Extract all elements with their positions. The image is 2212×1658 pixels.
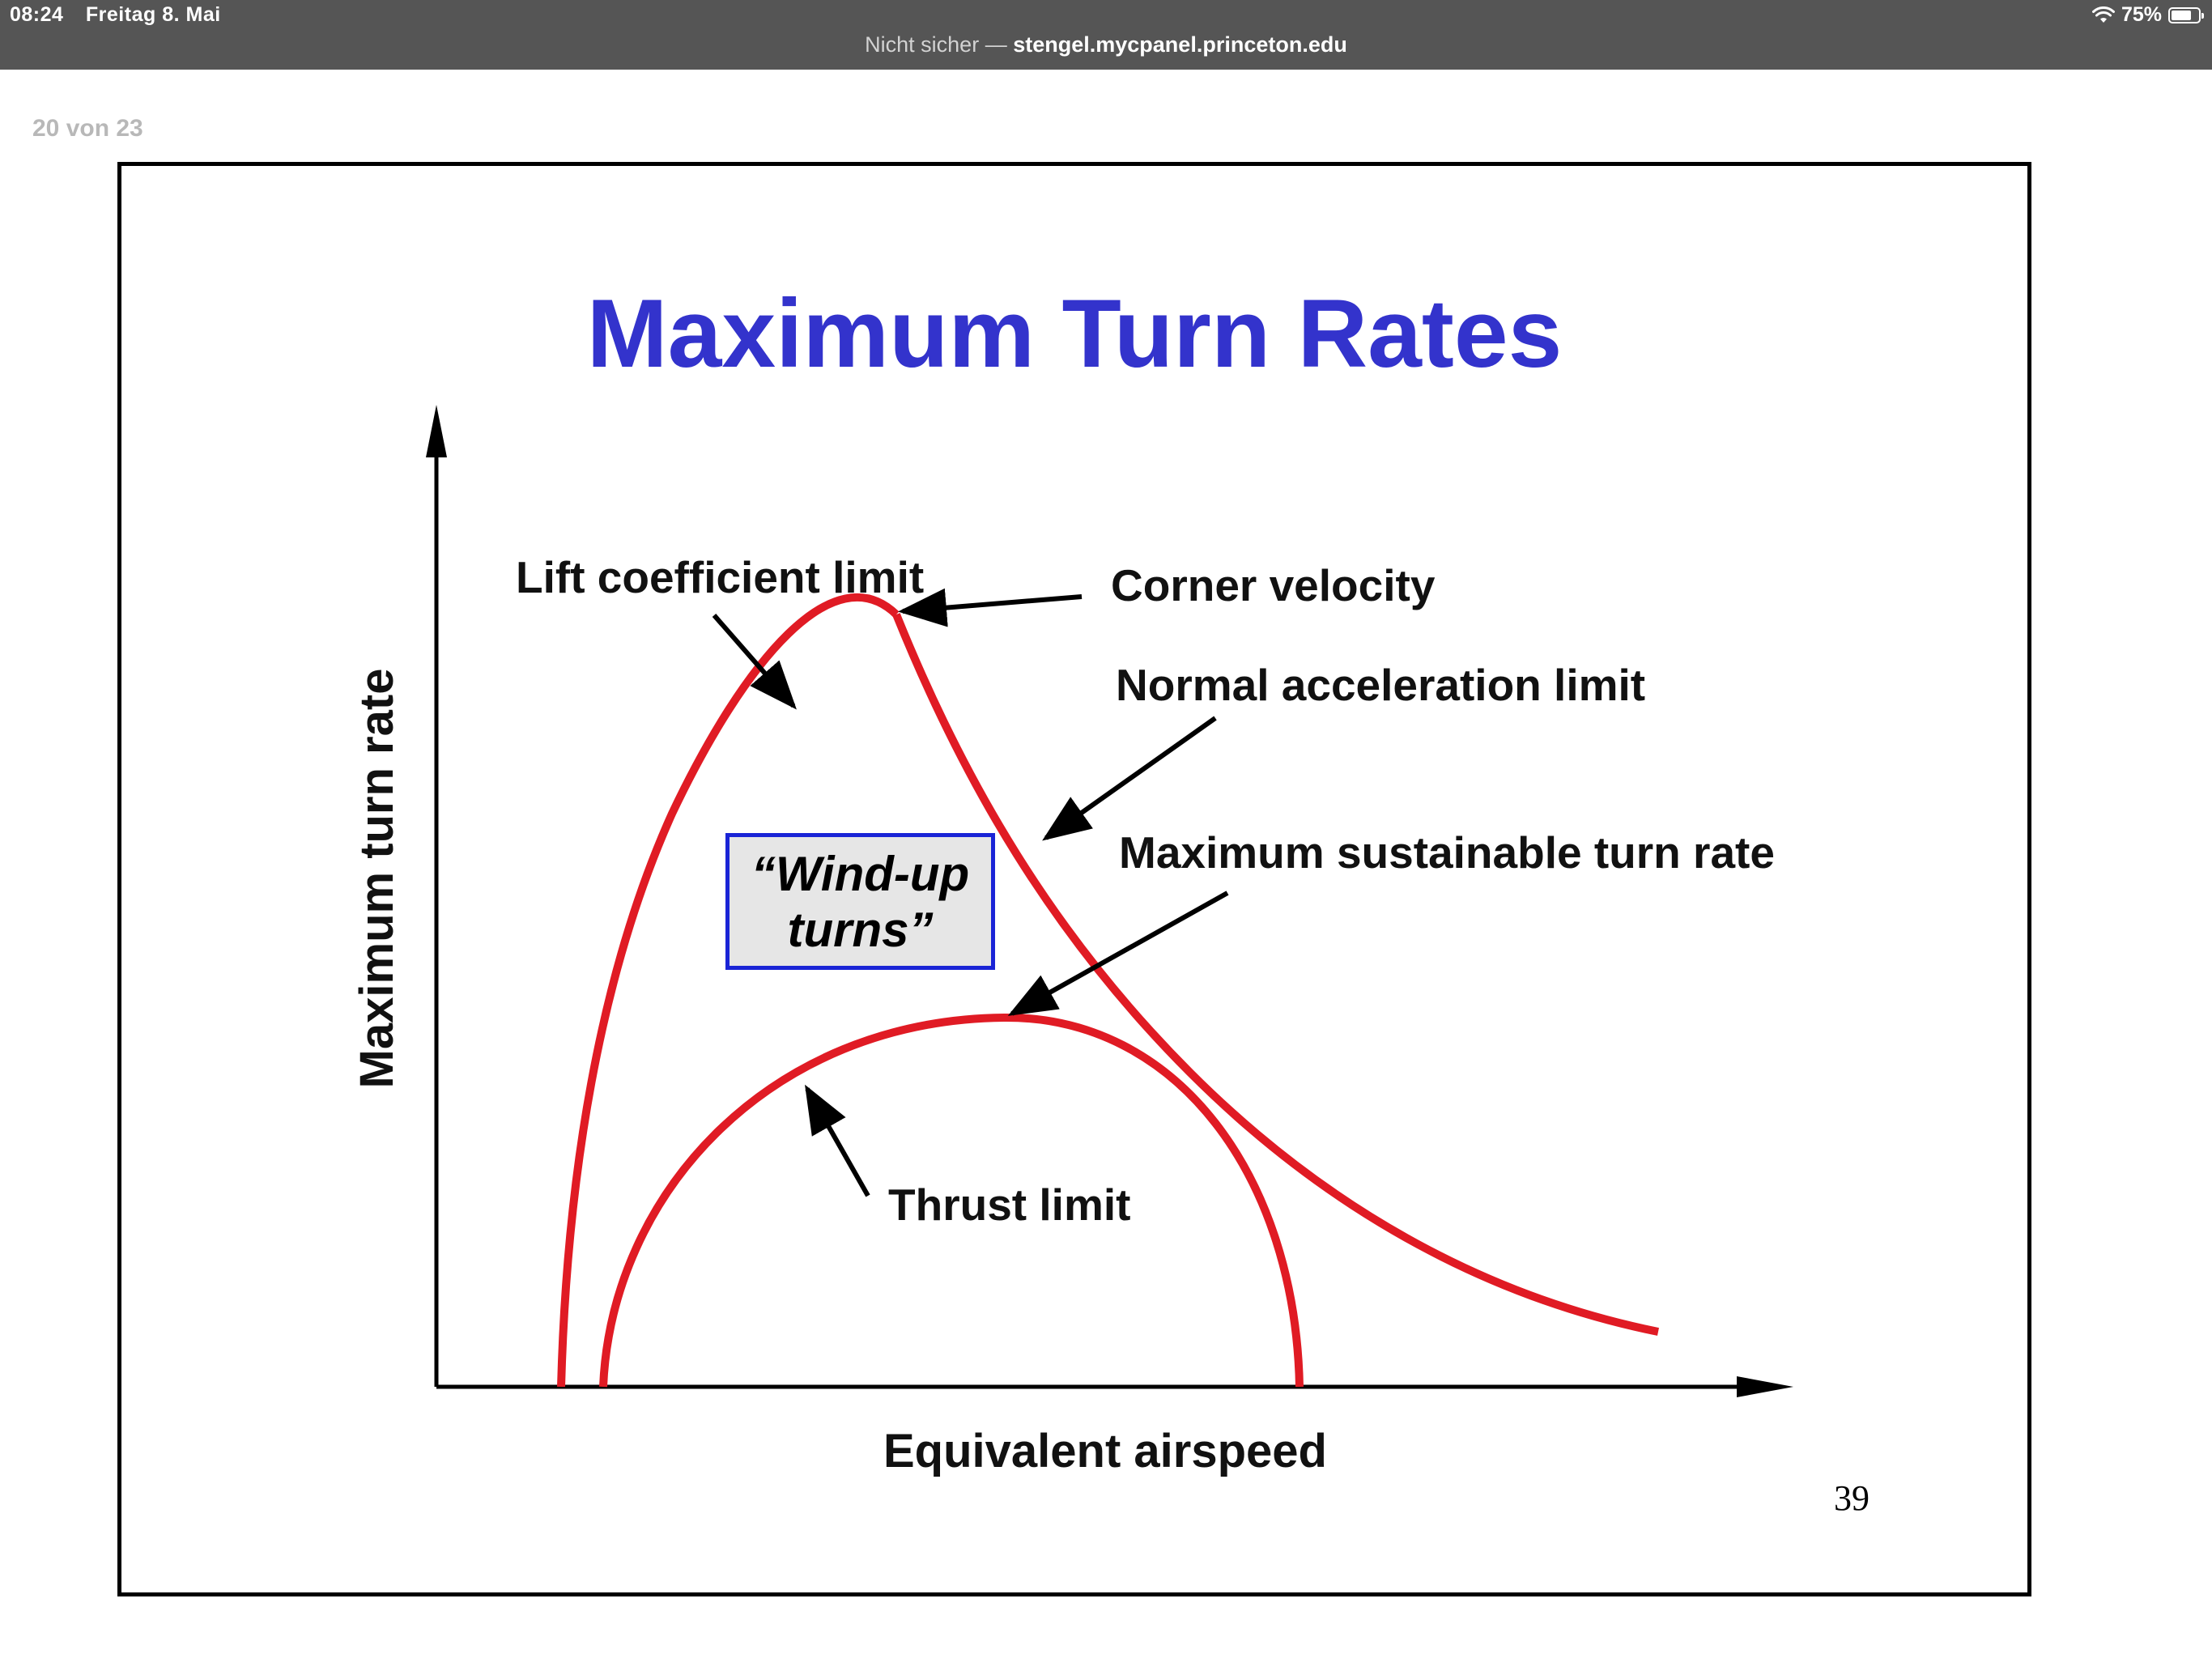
x-axis-arrowhead [1737,1376,1793,1397]
x-axis-label: Equivalent airspeed [883,1425,1327,1477]
battery-nub [2201,12,2204,19]
battery-icon [2168,6,2204,23]
page-counter: 20 von 23 [32,115,143,142]
corner-velocity-arrow [898,588,1083,627]
normal-acceleration-arrow [1042,716,1217,841]
lift-limit-arrow [712,614,797,710]
battery-percentage: 75% [2121,3,2162,26]
y-axis-label: Maximum turn rate [351,669,403,1089]
wifi-icon [2091,6,2115,23]
lift-coefficient-curve [557,593,900,1388]
max-sustainable-arrow [1007,891,1229,1016]
address-bar[interactable]: Nicht sicher — stengel.mycpanel.princeto… [0,32,2212,57]
corner-velocity-label: Corner velocity [1111,560,1436,610]
normal-acceleration-curve [892,613,1659,1336]
url-separator: — [985,32,1007,57]
max-sustainable-label: Maximum sustainable turn rate [1119,827,1775,878]
thrust-limit-curve [599,1013,1304,1388]
normal-acceleration-label: Normal acceleration limit [1116,660,1645,710]
status-date: Freitag 8. Mai [85,3,221,26]
slide-page-number: 39 [1834,1478,1870,1518]
insecure-label: Nicht sicher [865,32,980,57]
url-host: stengel.mycpanel.princeton.edu [1013,32,1347,57]
status-time: 08:24 [10,3,64,26]
windup-turns-box: “Wind-up turns” [725,833,995,970]
slide-title: Maximum Turn Rates [586,279,1563,388]
status-bar: 08:24 Freitag 8. Mai 75% Nicht sicher — … [0,0,2212,70]
status-right: 75% [2091,3,2204,27]
slide-page: Maximum Turn Rates Lift coefficient limi… [117,162,2031,1596]
y-axis-arrowhead [426,405,447,457]
thrust-limit-arrow [805,1084,870,1197]
turn-rate-diagram: Lift coefficient limit Corner velocity N… [351,405,1793,1477]
battery-fill [2172,10,2191,20]
thrust-limit-label: Thrust limit [888,1180,1130,1230]
status-left: 08:24 Freitag 8. Mai [10,3,237,27]
lift-limit-label: Lift coefficient limit [516,552,924,602]
